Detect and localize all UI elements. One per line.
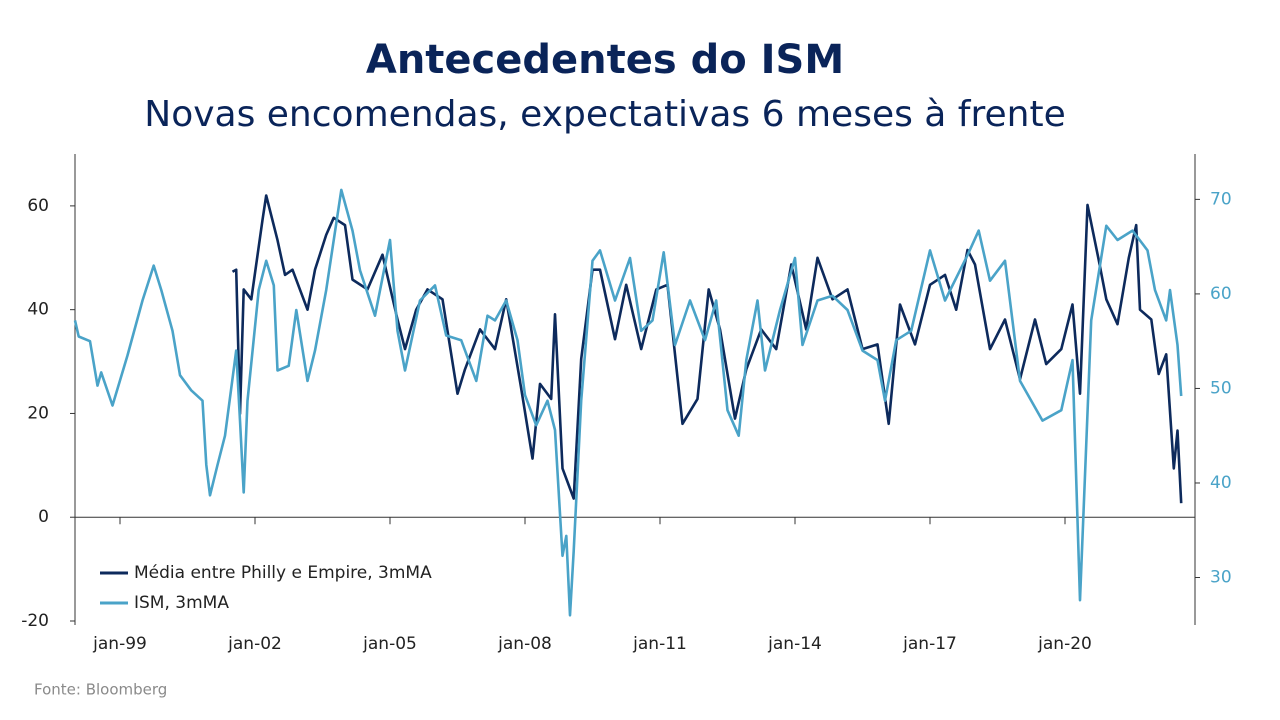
x-tick-label: jan-14 <box>767 634 822 654</box>
y2-tick-label: 70 <box>1210 189 1232 209</box>
y2-tick-label: 50 <box>1210 378 1232 398</box>
chart-title: Antecedentes do ISM <box>366 37 844 83</box>
source: Fonte: Bloomberg <box>34 681 167 699</box>
x-tick-label: jan-05 <box>362 634 417 654</box>
x-tick-label: jan-99 <box>92 634 147 654</box>
legend-label: ISM, 3mMA <box>134 593 229 613</box>
y2-tick-label: 30 <box>1210 568 1232 588</box>
y-tick-label: -20 <box>21 611 49 631</box>
x-tick-label: jan-20 <box>1037 634 1092 654</box>
y2-tick-label: 40 <box>1210 473 1232 493</box>
y2-tick-label: 60 <box>1210 284 1232 304</box>
chart-subtitle: Novas encomendas, expectativas 6 meses à… <box>144 94 1065 135</box>
y-tick-label: 60 <box>27 196 49 216</box>
y-tick-label: 0 <box>38 507 49 527</box>
x-tick-label: jan-17 <box>902 634 957 654</box>
x-tick-label: jan-02 <box>227 634 282 654</box>
series-line <box>231 194 1183 504</box>
legend-label: Média entre Philly e Empire, 3mMA <box>134 563 432 583</box>
x-tick-label: jan-08 <box>497 634 552 654</box>
y-tick-label: 40 <box>27 300 49 320</box>
series-line <box>73 188 1183 617</box>
y-tick-label: 20 <box>27 403 49 423</box>
x-tick-label: jan-11 <box>632 634 687 654</box>
